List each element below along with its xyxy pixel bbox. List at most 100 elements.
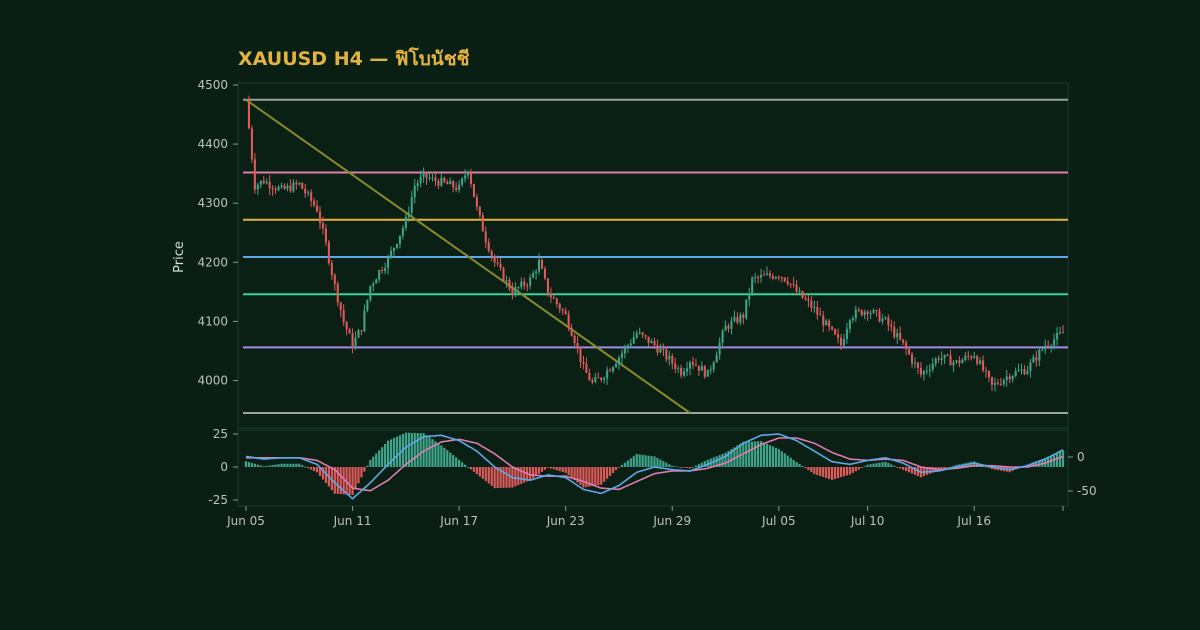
macd-histogram-bar (836, 467, 840, 479)
candle-body (976, 356, 979, 364)
macd-histogram-bar (523, 467, 526, 483)
candle-body (321, 223, 324, 229)
candle-body (597, 377, 600, 379)
candle-body (268, 181, 271, 189)
macd-histogram-bar (1058, 451, 1062, 467)
macd-histogram-bar (949, 466, 952, 468)
candle-body (792, 283, 795, 285)
macd-histogram-bar (265, 465, 268, 467)
macd-histogram-bar (259, 465, 262, 467)
macd-histogram-bar (810, 467, 813, 473)
candle-body (375, 279, 378, 284)
macd-histogram-bar (653, 456, 656, 467)
candle-body (801, 290, 804, 298)
candle-body (845, 328, 848, 340)
macd-histogram-bar (1032, 462, 1035, 467)
macd-histogram-bar (271, 465, 274, 467)
candle-body (765, 273, 769, 275)
macd-histogram-bar (324, 467, 328, 484)
candle-body (816, 307, 819, 315)
candle-body (381, 269, 384, 271)
macd-histogram-bar (656, 458, 659, 467)
candle-body (694, 364, 697, 366)
macd-histogram-bar (315, 467, 319, 473)
price-tick-label: 4200 (197, 255, 228, 269)
macd-histogram-bar (404, 432, 407, 467)
date-tick-label: Jun 11 (333, 514, 372, 528)
macd-histogram-bar (839, 467, 843, 478)
macd-histogram-bar (780, 451, 783, 467)
date-tick-label: Jun 17 (439, 514, 478, 528)
macd-histogram-bar (372, 456, 375, 467)
candle-body (1029, 362, 1032, 371)
macd-histogram-bar (416, 432, 419, 467)
candle-body (469, 171, 473, 184)
macd-histogram-bar (1038, 460, 1041, 467)
macd-histogram-bar (902, 467, 905, 470)
candle-body (973, 356, 976, 358)
macd-histogram-bar (534, 467, 538, 476)
macd-histogram-bar (869, 464, 872, 467)
candle-body (502, 267, 505, 281)
macd-histogram-bar (887, 463, 890, 467)
macd-histogram-bar (748, 441, 751, 467)
macd-histogram-bar (478, 467, 481, 477)
macd-histogram-bar (582, 467, 585, 488)
candle-body (301, 182, 304, 189)
candle-body (745, 299, 748, 318)
macd-line (245, 433, 1064, 500)
candle-body (505, 279, 508, 281)
candle-body (357, 330, 360, 338)
candle-body (378, 269, 381, 280)
macd-histogram-bar (851, 467, 854, 473)
candle-body (591, 380, 594, 383)
macd-histogram-bar (907, 467, 911, 473)
macd-histogram-bar (860, 467, 863, 468)
candle-body (834, 329, 837, 335)
candle-body (842, 339, 845, 346)
macd-histogram-bar (762, 442, 766, 467)
macd-tick-label: 25 (213, 427, 228, 441)
candle-body (881, 318, 884, 322)
macd-histogram-bar (727, 450, 730, 467)
macd-histogram-bar (665, 462, 668, 467)
candle-body (813, 307, 816, 309)
candle-body (538, 259, 541, 272)
macd-histogram-bar (931, 467, 934, 473)
macd-histogram-bar (937, 467, 940, 471)
macd-histogram-bar (247, 462, 251, 467)
candle-body (999, 383, 1002, 385)
candle-body (946, 354, 949, 356)
candle-body (777, 277, 780, 279)
candle-body (928, 369, 931, 371)
candle-body (472, 183, 475, 197)
candle-body (342, 310, 345, 322)
macd-histogram-bar (301, 465, 304, 467)
candle-body (1014, 371, 1017, 376)
candle-body (1061, 332, 1065, 334)
macd-histogram-bar (460, 462, 464, 467)
candle-body (798, 290, 801, 292)
candle-body (487, 242, 490, 251)
candle-body (259, 180, 262, 185)
candle-body (757, 277, 760, 279)
macd-histogram-bar (292, 463, 295, 467)
macd-histogram-bar (419, 433, 422, 467)
candle-body (247, 99, 250, 129)
candle-body (606, 370, 609, 379)
candle-body (360, 330, 363, 332)
macd-histogram-bar (1053, 454, 1056, 467)
candle-body (931, 363, 934, 370)
macd-histogram-bar (825, 467, 828, 478)
candle-body (298, 182, 301, 185)
macd-histogram-bar (336, 467, 339, 494)
macd-histogram-bar (321, 467, 325, 480)
candle-body (564, 310, 567, 314)
candle-body (523, 281, 526, 286)
candle-body (875, 309, 878, 312)
candle-body (1032, 357, 1035, 363)
macd-histogram-bar (830, 467, 834, 480)
macd-histogram-bar (976, 462, 979, 467)
candle-body (514, 287, 517, 296)
macd-histogram-bar (576, 467, 579, 483)
